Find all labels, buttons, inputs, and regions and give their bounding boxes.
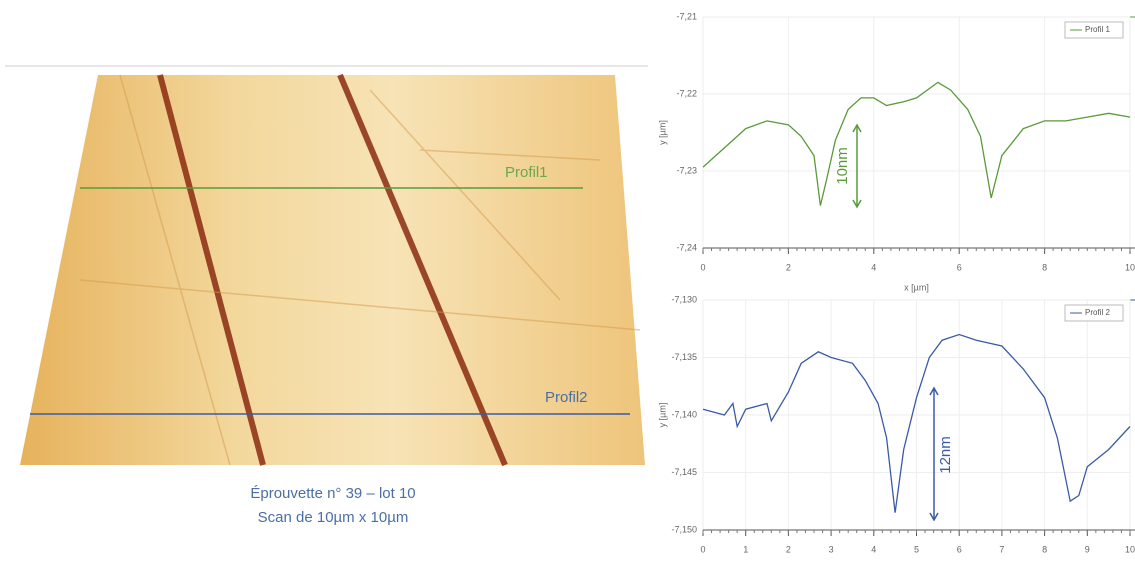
x-tick-label: 10 [1125,262,1135,272]
x-tick-label: 6 [957,544,962,554]
annotation: 10nm [834,147,851,185]
arrow-head [852,123,862,209]
x-tick-label: 8 [1042,262,1047,272]
y-tick-label: -7,150 [671,524,697,534]
afm-scan [20,73,645,467]
x-tick-label: 5 [914,544,919,554]
x-tick-label: 1 [743,544,748,554]
x-tick-label: 2 [786,544,791,554]
y-tick-label: -7,130 [671,294,697,304]
y-axis-label: y [µm] [657,403,667,428]
profile-label: Profil1 [505,164,548,181]
x-tick-label: 9 [1085,544,1090,554]
y-tick-label: -7,24 [676,242,697,252]
caption: Scan de 10µm x 10µm [258,509,409,526]
legend-box [1064,21,1124,39]
x-tick-label: 6 [957,262,962,272]
profile-curve [702,333,1131,513]
y-tick-label: -7,22 [676,88,697,98]
y-tick-label: -7,135 [671,352,697,362]
legend-label: Profil 1 [1085,25,1110,34]
x-tick-label: 3 [829,544,834,554]
x-tick-label: 7 [999,544,1004,554]
y-tick-label: -7,145 [671,467,697,477]
y-axis-label: y [µm] [657,120,667,145]
x-tick-label: 2 [786,262,791,272]
x-tick-label: 0 [700,262,705,272]
annotation: 12nm [937,436,954,474]
y-tick-label: -7,21 [676,11,697,21]
legend-box [1064,304,1124,322]
y-tick-label: -7,23 [676,165,697,175]
legend-label: Profil 2 [1085,308,1110,317]
arrow-head [929,386,939,522]
y-tick-label: -7,140 [671,409,697,419]
x-tick-label: 10 [1125,544,1135,554]
x-tick-label: 0 [700,544,705,554]
x-tick-label: 8 [1042,544,1047,554]
x-tick-label: 4 [871,544,876,554]
profile-curve [702,81,1131,206]
caption: Éprouvette n° 39 – lot 10 [250,485,415,502]
profile-label: Profil2 [545,389,588,406]
x-tick-label: 4 [871,262,876,272]
x-axis-label: x [µm] [904,282,929,292]
